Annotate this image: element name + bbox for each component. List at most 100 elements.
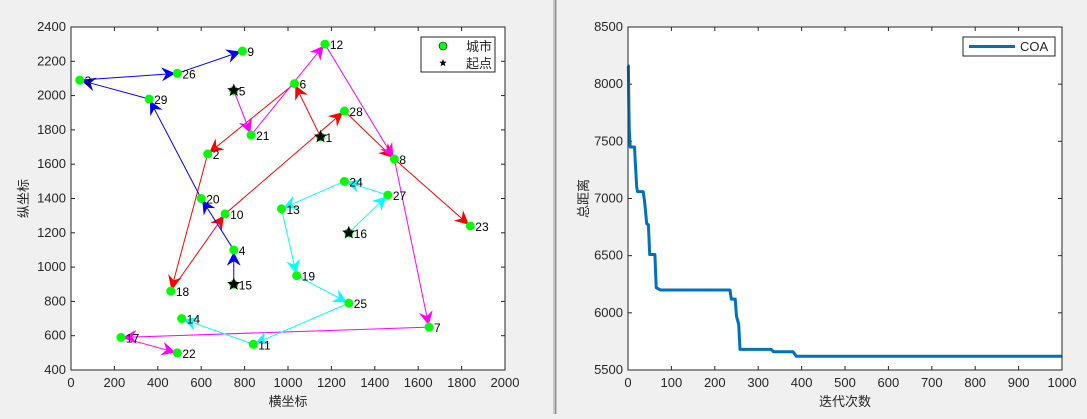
city-marker [237,46,247,56]
x-tick-label: 1800 [447,375,476,390]
y-tick-label: 8500 [594,19,623,34]
city-label: 15 [239,278,253,292]
figure-divider-line [555,0,556,414]
city-marker [144,94,154,104]
route-arrowhead [123,330,137,343]
city-label: 29 [154,93,168,107]
city-label: 5 [239,84,246,98]
start-point-marker [313,129,328,143]
city-marker [75,75,85,85]
legend-city-label: 城市 [466,39,492,54]
city-label: 11 [258,338,271,352]
route-segment [254,302,349,345]
city-marker [203,149,213,159]
y-tick-label: 1200 [37,225,66,240]
route-segment [296,275,348,303]
route-segment [209,83,295,153]
route-arrowhead [240,118,252,133]
legend-city-icon [438,41,448,51]
city-label: 9 [247,45,254,59]
route-segment [348,196,387,234]
x-tick-label: 300 [747,375,769,390]
x-tick-label: 1600 [404,375,433,390]
route-arrowhead [210,139,224,153]
route-segment [224,112,344,215]
city-label: 4 [239,244,246,258]
x-tick-label: 600 [190,375,212,390]
x-tick-label: 800 [234,375,256,390]
start-point-marker [227,83,241,97]
city-marker [290,79,300,89]
route-segment [120,336,176,356]
city-marker [389,154,399,164]
route-arrowhead [226,50,240,62]
city-marker [383,190,393,200]
x-tick-label: 2000 [491,375,520,390]
route-arrowhead [161,68,175,81]
city-marker [465,221,475,231]
x-axis-label: 迭代次数 [819,394,871,409]
route-arrowhead [211,216,224,230]
start-point-marker [227,277,241,290]
route-arrowhead [287,259,300,273]
convergence-plot: 0 100 200 300 400 500 600 700 800 900 1000 5500 6000… [576,19,1076,409]
legend-coa-label: COA [1020,39,1049,54]
city-label: 14 [187,313,201,327]
route-segment [177,49,241,74]
route-plot: 0 200 400 600 800 1000 1200 1400 1600 1800 2000400… [16,19,519,409]
city-label: 21 [256,129,270,143]
city-marker [276,204,286,214]
city-label: 1 [326,131,333,145]
x-tick-label: 600 [878,375,900,390]
legend: COA [962,36,1056,57]
route-segment [122,326,430,344]
y-axis-label: 纵坐标 [16,179,31,218]
route-segment [168,153,209,290]
route-arrowhead [184,317,198,330]
route-arrowhead [256,332,270,344]
axes-box [627,26,1063,371]
route-arrowhead [295,86,307,100]
city-marker [172,68,182,78]
y-tick-label: 1800 [37,122,66,137]
city-label: 8 [399,153,406,167]
y-tick-label: 2200 [37,53,66,68]
route-segment [81,77,150,100]
y-tick-label: 400 [44,362,66,377]
city-label: 22 [182,347,196,361]
city-marker [172,348,182,358]
city-marker [424,322,434,332]
city-label: 13 [286,203,300,217]
city-label: 3 [85,74,92,88]
y-tick-label: 6500 [594,248,623,263]
city-label: 16 [354,227,368,241]
route-arrowhead [381,143,393,157]
y-axis-label: 总距离 [576,179,591,218]
city-label: 28 [349,105,363,119]
city-label: 24 [349,175,363,189]
city-marker [320,39,330,49]
city-marker [116,332,126,342]
city-marker [248,339,258,349]
y-tick-label: 2400 [37,19,66,34]
route-arrowhead [310,46,323,60]
y-tick-label: 1000 [37,259,66,274]
x-tick-label: 1200 [317,375,346,390]
y-tick-label: 5500 [594,362,623,377]
city-marker [339,106,349,116]
route-segment [393,158,469,225]
route-segment [281,208,300,274]
route-segment [283,180,345,209]
x-tick-label: 200 [704,375,726,390]
x-tick-label: 1400 [360,375,389,390]
route-arrowhead [161,343,175,355]
y-tick-label: 7500 [594,133,623,148]
route-arrowhead [284,197,298,209]
route-segment [149,100,202,199]
route-arrowhead [455,211,469,224]
y-tick-label: 2000 [37,88,66,103]
city-label: 17 [126,331,140,345]
x-tick-label: 700 [921,375,943,390]
city-label: 6 [300,78,307,92]
